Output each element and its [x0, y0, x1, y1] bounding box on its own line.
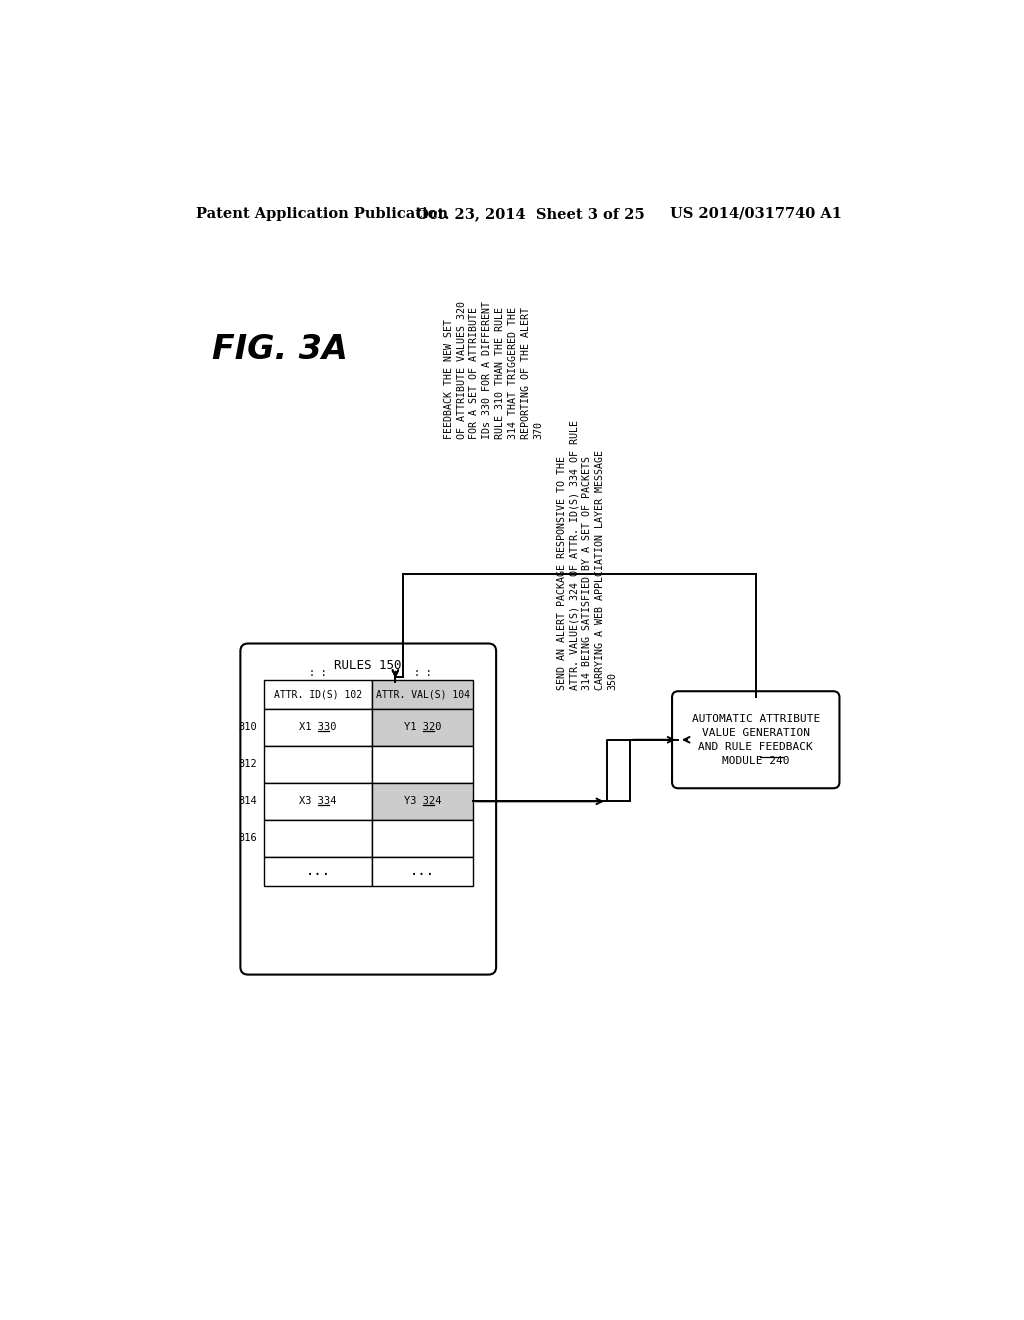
Bar [372, 783, 473, 820]
Text: 312: 312 [239, 759, 257, 770]
Bar [372, 746, 473, 783]
Text: RULES 150: RULES 150 [335, 659, 402, 672]
Text: Patent Application Publication: Patent Application Publication [197, 207, 449, 220]
Text: : :: : : [309, 668, 327, 677]
Text: SEND AN ALERT PACKAGE RESPONSIVE TO THE
ATTR. VALUE(S) 324 OF ATTR. ID(S) 334 OF: SEND AN ALERT PACKAGE RESPONSIVE TO THE … [557, 420, 617, 689]
Bar [263, 681, 372, 709]
Text: FIG. 3A: FIG. 3A [212, 333, 347, 366]
Text: FEEDBACK THE NEW SET
OF ATTRIBUTE VALUES 320
FOR A SET OF ATTRIBUTE
IDs 330 FOR : FEEDBACK THE NEW SET OF ATTRIBUTE VALUES… [443, 301, 544, 440]
Text: US 2014/0317740 A1: US 2014/0317740 A1 [671, 207, 843, 220]
Text: Oct. 23, 2014  Sheet 3 of 25: Oct. 23, 2014 Sheet 3 of 25 [417, 207, 645, 220]
Text: 316: 316 [239, 833, 257, 843]
Text: Y1 320: Y1 320 [403, 722, 441, 733]
Bar [372, 681, 473, 709]
Text: Y3 324: Y3 324 [403, 796, 441, 807]
FancyBboxPatch shape [241, 644, 496, 974]
Text: 314: 314 [239, 796, 257, 807]
Bar [372, 857, 473, 886]
Text: ATTR. VAL(S) 104: ATTR. VAL(S) 104 [376, 690, 469, 700]
Text: : :: : : [414, 668, 431, 677]
Bar [372, 709, 473, 746]
Text: ATTR. ID(S) 102: ATTR. ID(S) 102 [273, 690, 361, 700]
Text: ...: ... [305, 865, 331, 878]
Bar [263, 820, 372, 857]
Bar [263, 709, 372, 746]
Bar [263, 783, 372, 820]
Bar [263, 857, 372, 886]
Text: ...: ... [410, 865, 435, 878]
FancyBboxPatch shape [672, 692, 840, 788]
Bar [263, 746, 372, 783]
Text: AUTOMATIC ATTRIBUTE
VALUE GENERATION
AND RULE FEEDBACK
MODULE 240: AUTOMATIC ATTRIBUTE VALUE GENERATION AND… [691, 714, 820, 766]
Text: 310: 310 [239, 722, 257, 733]
Bar [372, 820, 473, 857]
Text: X1 330: X1 330 [299, 722, 337, 733]
Text: X3 334: X3 334 [299, 796, 337, 807]
